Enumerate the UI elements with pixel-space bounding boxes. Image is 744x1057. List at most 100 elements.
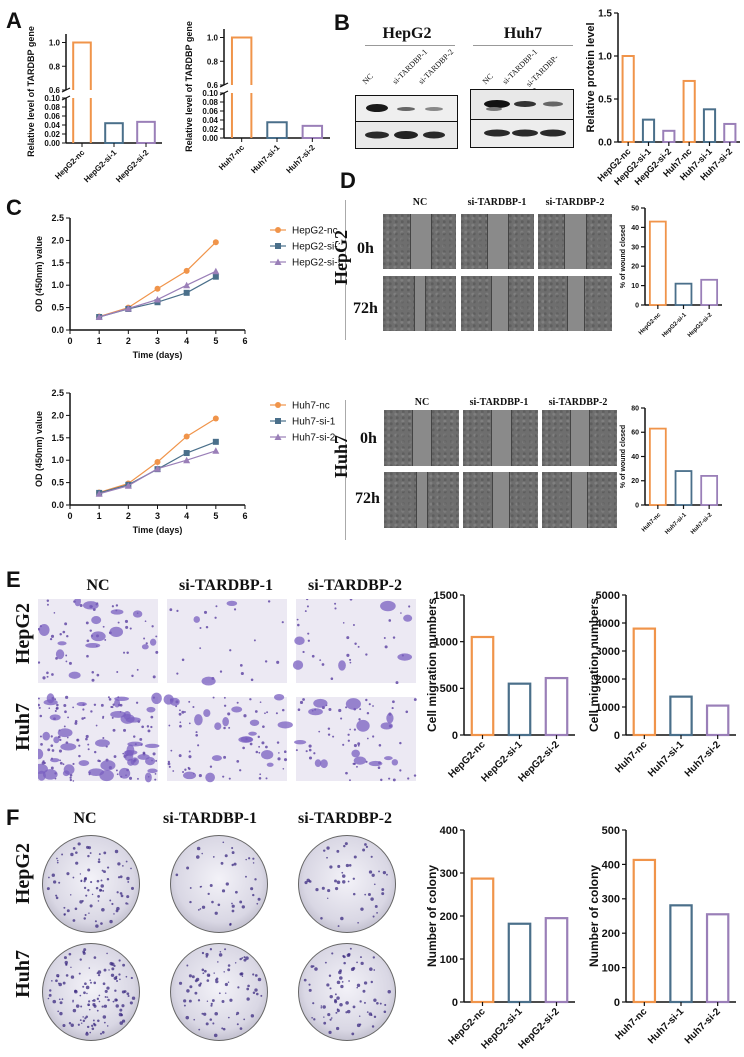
colony-dish bbox=[170, 943, 268, 1041]
svg-text:100: 100 bbox=[602, 962, 620, 974]
divider bbox=[473, 45, 573, 46]
svg-text:5000: 5000 bbox=[596, 590, 620, 602]
svg-text:0: 0 bbox=[614, 997, 620, 1009]
col-label: NC bbox=[414, 397, 430, 408]
svg-text:6: 6 bbox=[242, 336, 247, 346]
svg-text:0: 0 bbox=[67, 336, 72, 346]
svg-text:5: 5 bbox=[213, 336, 218, 346]
col-label: si-TARDBP-2 bbox=[298, 810, 392, 827]
col-label: NC bbox=[86, 577, 110, 594]
svg-text:2000: 2000 bbox=[596, 674, 620, 686]
colony-dish bbox=[42, 835, 140, 933]
svg-text:HepG2-si-1: HepG2-si-1 bbox=[82, 148, 119, 185]
row-label-hepg2: HepG2 bbox=[12, 843, 34, 905]
svg-text:0.00: 0.00 bbox=[44, 139, 60, 148]
svg-text:0.8: 0.8 bbox=[207, 57, 219, 66]
chart-c-huh7-proliferation: 0.0 0.5 1.0 1.5 2.0 2.5 0 1 2 3 4 5 6 Time (days) OD (… bbox=[20, 385, 340, 550]
transwell-images bbox=[38, 599, 417, 783]
svg-text:1.0: 1.0 bbox=[51, 455, 64, 465]
svg-text:30: 30 bbox=[631, 244, 639, 251]
svg-text:0.5: 0.5 bbox=[51, 478, 64, 488]
row-label-0h: 0h bbox=[360, 430, 377, 447]
svg-text:Huh7-si-2: Huh7-si-2 bbox=[292, 433, 336, 444]
svg-text:% of wound closed: % of wound closed bbox=[620, 425, 627, 488]
svg-text:HepG2-nc: HepG2-nc bbox=[292, 226, 338, 237]
col-label: NC bbox=[412, 197, 428, 208]
svg-text:10: 10 bbox=[631, 283, 639, 290]
svg-text:4: 4 bbox=[184, 336, 189, 346]
svg-text:80: 80 bbox=[631, 405, 639, 412]
lane-label: NC bbox=[480, 71, 495, 86]
panel-label-c: C bbox=[6, 195, 22, 220]
lane-label: NC bbox=[360, 71, 375, 86]
col-label: si-TARDBP-2 bbox=[545, 197, 605, 208]
svg-text:HepG2-si-1: HepG2-si-1 bbox=[292, 242, 340, 253]
panel-label-a: A bbox=[6, 8, 22, 33]
svg-text:500: 500 bbox=[440, 683, 458, 695]
svg-text:Relative protein level: Relative protein level bbox=[585, 22, 597, 132]
divider bbox=[345, 200, 346, 340]
svg-text:Huh7-nc: Huh7-nc bbox=[613, 739, 649, 775]
chart-d-hepg2-wound: 0 10 20 30 40 50 HepG2-nc HepG2-si-1 HepG2-si-2%… bbox=[615, 200, 744, 350]
svg-text:HepG2-si-1: HepG2-si-1 bbox=[661, 312, 688, 339]
transwell-assay: NC si-TARDBP-1 si-TARDBP-2 HepG2 Huh7 bbox=[0, 575, 420, 795]
svg-text:1000: 1000 bbox=[434, 637, 458, 649]
svg-text:1.0: 1.0 bbox=[207, 34, 219, 43]
wound-image bbox=[463, 472, 538, 528]
svg-text:200: 200 bbox=[440, 911, 458, 923]
svg-text:HepG2-si-2: HepG2-si-2 bbox=[687, 312, 714, 339]
svg-text:Huh7-nc: Huh7-nc bbox=[217, 143, 246, 172]
panel-label-b: B bbox=[334, 10, 350, 35]
svg-text:0.06: 0.06 bbox=[202, 107, 218, 116]
svg-text:1.0: 1.0 bbox=[49, 39, 61, 48]
row-label-hepg2: HepG2 bbox=[331, 230, 351, 286]
svg-text:40: 40 bbox=[631, 454, 639, 461]
svg-text:500: 500 bbox=[602, 825, 620, 837]
chart-c-hepg2-proliferation: 0.0 0.5 1.0 1.5 2.0 2.5 0 1 2 3 4 5 6 Time (days) OD (… bbox=[20, 210, 344, 375]
blot-hepg2 bbox=[355, 95, 458, 149]
svg-text:Huh7-si-1: Huh7-si-1 bbox=[292, 417, 336, 428]
wound-image bbox=[461, 214, 534, 269]
svg-text:1.0: 1.0 bbox=[598, 52, 612, 63]
svg-text:0.08: 0.08 bbox=[202, 98, 218, 107]
svg-text:3: 3 bbox=[155, 336, 160, 346]
svg-text:0.04: 0.04 bbox=[44, 121, 60, 130]
chart-e-huh7-migration: 0 1000 2000 3000 4000 5000 Huh7-nc Huh7-si-1 Huh… bbox=[580, 585, 744, 785]
svg-text:0: 0 bbox=[452, 730, 458, 742]
svg-text:0.02: 0.02 bbox=[44, 130, 60, 139]
svg-text:1.5: 1.5 bbox=[598, 9, 612, 20]
chart-b-protein-level: 0.0 0.5 1.0 1.5 HepG2-nc HepG2-si-1 HepG2-si-2… bbox=[582, 5, 744, 190]
panel-label-d: D bbox=[340, 168, 356, 193]
svg-text:HepG2-si-2: HepG2-si-2 bbox=[292, 258, 340, 269]
col-label: si-TARDBP-1 bbox=[179, 577, 273, 594]
svg-text:0.6: 0.6 bbox=[49, 86, 61, 95]
svg-text:20: 20 bbox=[631, 478, 639, 485]
svg-text:300: 300 bbox=[440, 868, 458, 880]
chart-f-huh7-colony: 0 100 200 300 400 500 Huh7-nc Huh7-si-1 Huh7-si-… bbox=[580, 820, 744, 1052]
svg-text:Number of colony: Number of colony bbox=[587, 865, 601, 967]
wound-image bbox=[538, 276, 612, 331]
col-label: NC bbox=[73, 810, 97, 827]
svg-text:Huh7-nc: Huh7-nc bbox=[292, 401, 330, 412]
svg-text:2.5: 2.5 bbox=[51, 213, 64, 223]
svg-text:Relative level of TARDBP gene: Relative level of TARDBP gene bbox=[184, 21, 194, 152]
svg-text:0.00: 0.00 bbox=[202, 134, 218, 143]
colony-dish bbox=[42, 943, 140, 1041]
svg-text:0.6: 0.6 bbox=[207, 81, 219, 90]
colony-assay: NC si-TARDBP-1 si-TARDBP-2 HepG2 Huh7 bbox=[0, 805, 420, 1052]
svg-text:4000: 4000 bbox=[596, 618, 620, 630]
svg-text:400: 400 bbox=[440, 825, 458, 837]
row-label-huh7: Huh7 bbox=[331, 435, 351, 479]
blot-group-hepg2: HepG2 bbox=[382, 25, 432, 42]
svg-text:20: 20 bbox=[631, 264, 639, 271]
svg-text:100: 100 bbox=[440, 954, 458, 966]
svg-text:3000: 3000 bbox=[596, 646, 620, 658]
svg-text:4: 4 bbox=[184, 511, 189, 521]
svg-text:2.0: 2.0 bbox=[51, 235, 64, 245]
svg-text:0.08: 0.08 bbox=[44, 103, 60, 112]
colony-dish bbox=[298, 943, 396, 1041]
svg-text:Cell migration numbers: Cell migration numbers bbox=[425, 598, 439, 732]
svg-text:0.8: 0.8 bbox=[49, 62, 61, 71]
svg-text:0: 0 bbox=[614, 730, 620, 742]
svg-text:0: 0 bbox=[452, 997, 458, 1009]
